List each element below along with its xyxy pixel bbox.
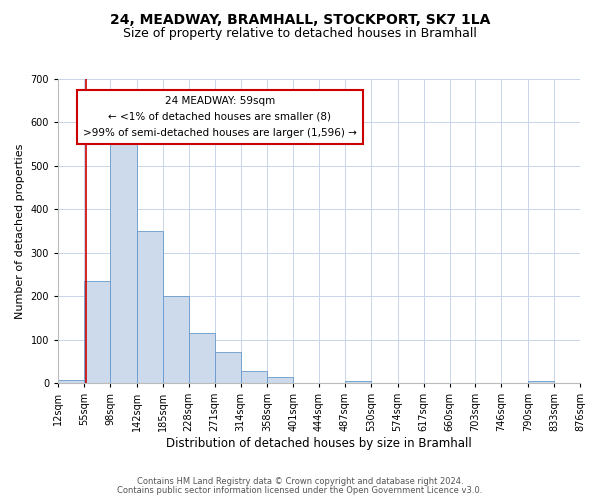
- Y-axis label: Number of detached properties: Number of detached properties: [15, 144, 25, 318]
- Bar: [267, 378, 293, 383]
- Bar: [137, 231, 163, 383]
- Bar: [215, 352, 241, 383]
- X-axis label: Distribution of detached houses by size in Bramhall: Distribution of detached houses by size …: [166, 437, 472, 450]
- Bar: [241, 372, 267, 383]
- Text: Contains public sector information licensed under the Open Government Licence v3: Contains public sector information licen…: [118, 486, 482, 495]
- Bar: [528, 381, 554, 383]
- Bar: [110, 131, 137, 383]
- Text: Size of property relative to detached houses in Bramhall: Size of property relative to detached ho…: [123, 28, 477, 40]
- Bar: [84, 281, 110, 383]
- Text: 24 MEADWAY: 59sqm
← <1% of detached houses are smaller (8)
>99% of semi-detached: 24 MEADWAY: 59sqm ← <1% of detached hous…: [83, 96, 357, 138]
- Text: 24, MEADWAY, BRAMHALL, STOCKPORT, SK7 1LA: 24, MEADWAY, BRAMHALL, STOCKPORT, SK7 1L…: [110, 12, 490, 26]
- Bar: [345, 381, 371, 383]
- Text: Contains HM Land Registry data © Crown copyright and database right 2024.: Contains HM Land Registry data © Crown c…: [137, 477, 463, 486]
- Bar: [58, 380, 84, 383]
- Bar: [163, 296, 188, 383]
- Bar: [188, 333, 215, 383]
